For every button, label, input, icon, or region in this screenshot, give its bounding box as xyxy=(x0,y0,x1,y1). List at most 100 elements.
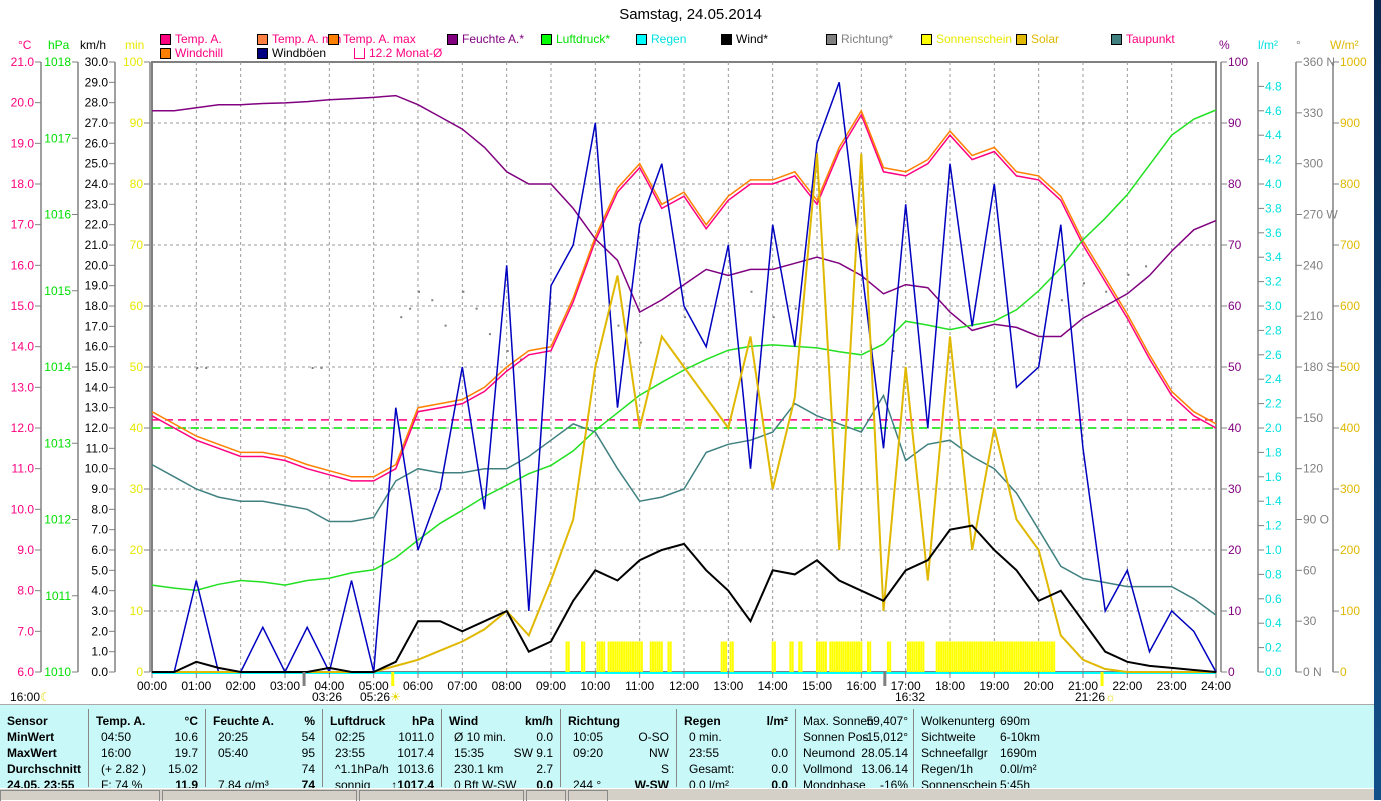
event-time: 16:00 xyxy=(10,690,41,704)
wind-tick-label: 11.0 xyxy=(86,441,109,455)
rain-tick-label: 0.4 xyxy=(1265,616,1282,630)
legend-label: Windböen xyxy=(272,46,327,60)
chart-title: Samstag, 24.05.2014 xyxy=(619,6,762,23)
table-cell: Sichtweite xyxy=(921,730,976,744)
legend-swatch xyxy=(160,47,171,59)
legend-label: Windchill xyxy=(175,46,224,60)
legend-label: Temp. A. xyxy=(175,32,222,46)
direction-point xyxy=(506,350,509,353)
summary-panel: Sensor MinWert MaxWert Durchschnitt 24.05. 2… xyxy=(0,704,1374,792)
rain-tick-label: 3.4 xyxy=(1265,250,1282,264)
solar-tick-label: 900 xyxy=(1340,116,1360,130)
rain-tick-label: 1.2 xyxy=(1265,519,1282,533)
temp-tick-label: 8.0 xyxy=(17,584,34,598)
legend-label: Feuchte A.* xyxy=(462,32,525,46)
sunshine-tick-label: 90 xyxy=(130,116,144,130)
direction-tick-label: 300 xyxy=(1303,157,1323,171)
legend-label: Wind* xyxy=(736,32,769,46)
table-cell: Temp. A. xyxy=(96,714,146,728)
legend-item: Taupunkt xyxy=(1111,32,1175,46)
rain-tick-label: 2.2 xyxy=(1265,397,1282,411)
solar-tick-label: 600 xyxy=(1340,299,1360,313)
direction-point xyxy=(400,316,403,319)
event-sunrise: 05:26☀ xyxy=(360,690,401,704)
x-tick-label: 24:00 xyxy=(1201,679,1231,693)
event-time: 16:32 xyxy=(895,690,926,704)
table-cell: 0.0 xyxy=(536,730,553,744)
table-cell: hPa xyxy=(411,714,434,728)
direction-point xyxy=(684,316,686,319)
legend-swatch xyxy=(1016,33,1027,45)
series-line-feuchte-a xyxy=(152,94,1217,338)
wind-tick-label: 18.0 xyxy=(85,299,109,313)
direction-axis-unit: ° xyxy=(1296,38,1301,52)
pressure-tick-label: 1011 xyxy=(45,589,71,603)
legend-label: Temp. A. min xyxy=(272,32,342,46)
sunshine-axis-unit: min xyxy=(125,38,145,52)
legend-swatch xyxy=(921,33,932,45)
direction-point xyxy=(409,307,412,310)
humidity-tick-label: 40 xyxy=(1228,421,1242,435)
table-cell: 0.0 xyxy=(771,746,788,760)
table-cell: 15:35 xyxy=(454,746,485,760)
weather-chart: 00:00 01:00 02:00 03:00 04:00 05:00 06:00 07:00… xyxy=(11,55,1367,693)
wind-tick-label: 22.0 xyxy=(85,218,109,232)
humidity-tick-label: 0 xyxy=(1228,665,1235,679)
legend-label: Temp. A. max xyxy=(343,32,416,46)
legend-label: 12.2 Monat-Ø xyxy=(369,46,443,60)
table-cell: 09:20 xyxy=(573,746,604,760)
table-cell: MinWert xyxy=(7,730,55,744)
sunshine-tick-label: 50 xyxy=(130,360,144,374)
wind-tick-label: 26.0 xyxy=(85,136,109,150)
wind-tick-label: 15.0 xyxy=(85,360,109,374)
wind-tick-label: 4.0 xyxy=(91,584,108,598)
table-cell: 1013.6 xyxy=(397,762,434,776)
legend-label: Sonnenschein xyxy=(936,32,1013,46)
solar-tick-label: 0 xyxy=(1340,665,1347,679)
wind-tick-label: 12.0 xyxy=(85,421,109,435)
legend-item: Solar xyxy=(1016,32,1059,46)
legend-item: Sonnenschein xyxy=(921,32,1012,46)
humidity-tick-label: 50 xyxy=(1228,360,1242,374)
table-cell: Sensor xyxy=(7,714,48,728)
series-line-wind xyxy=(152,524,1217,673)
x-tick-label: 15:00 xyxy=(802,679,832,693)
temp-tick-label: 11.0 xyxy=(12,462,35,476)
rain-tick-label: 2.0 xyxy=(1265,421,1282,435)
legend-item: Regen xyxy=(636,32,686,46)
wind-tick-label: 5.0 xyxy=(91,563,108,577)
pressure-tick-label: 1010 xyxy=(44,665,71,679)
x-tick-label: 04:00 xyxy=(314,679,344,693)
series-line-temp-a xyxy=(151,113,1217,482)
sunshine-tick-label: 10 xyxy=(130,604,144,618)
table-cell: S xyxy=(660,762,669,776)
series-line-taupunkt xyxy=(151,393,1217,616)
rain-tick-label: 3.6 xyxy=(1265,226,1282,240)
pressure-tick-label: 1013 xyxy=(44,436,71,450)
table-cell: 20:25 xyxy=(218,730,249,744)
status-bar xyxy=(0,788,1374,801)
direction-tick-label: 270 W xyxy=(1303,208,1338,222)
table-cell: 10.6 xyxy=(174,730,198,744)
rain-tick-label: 4.0 xyxy=(1265,177,1282,191)
wind-tick-label: 3.0 xyxy=(91,604,108,618)
legend-item: Luftdruck* xyxy=(541,32,610,46)
table-cell: Richtung xyxy=(568,714,620,728)
series-line-luftdruck xyxy=(151,109,1217,592)
wind-tick-label: 2.0 xyxy=(91,624,108,638)
table-cell: Vollmond xyxy=(803,762,853,776)
humidity-tick-label: 60 xyxy=(1228,299,1242,313)
event-time: 21:26 xyxy=(1075,690,1106,704)
legend-item: Windchill xyxy=(160,46,223,60)
solar-tick-label: 500 xyxy=(1340,360,1360,374)
table-cell: 23:55 xyxy=(335,746,366,760)
wind-tick-label: 27.0 xyxy=(85,116,109,130)
legend-swatch xyxy=(721,33,732,45)
direction-tick-label: 0 N xyxy=(1303,665,1322,679)
table-cell: O-SO xyxy=(638,730,669,744)
x-tick-label: 02:00 xyxy=(226,679,256,693)
temp-axis-unit: °C xyxy=(18,38,32,52)
direction-point xyxy=(196,367,199,369)
table-cell: MaxWert xyxy=(7,746,57,760)
x-tick-label: 20:00 xyxy=(1024,679,1054,693)
